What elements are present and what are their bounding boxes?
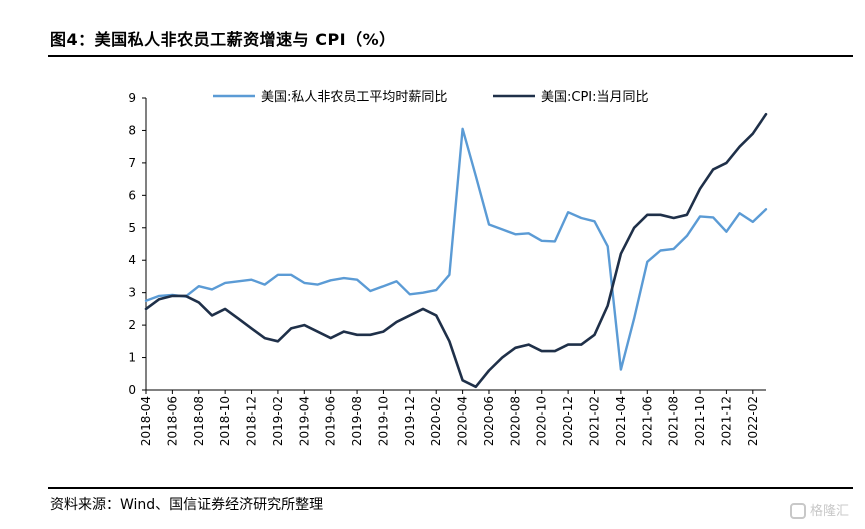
x-tick-label: 2021-06 [640,396,654,446]
y-tick-label: 2 [128,318,136,332]
x-tick-label: 2020-06 [482,396,496,446]
x-tick-label: 2018-10 [218,396,232,446]
x-tick-label: 2021-02 [588,396,602,446]
x-tick-label: 2018-08 [192,396,206,446]
y-tick-label: 7 [128,156,136,170]
watermark-text: 格隆汇 [810,504,850,519]
title-rule [48,55,853,57]
x-tick-label: 2020-10 [535,396,549,446]
watermark: 格隆汇 [790,500,849,519]
x-tick-label: 2019-08 [350,396,364,446]
x-tick-label: 2019-04 [297,396,311,446]
x-tick-label: 2021-10 [693,396,707,446]
x-tick-label: 2019-06 [324,396,338,446]
x-tick-label: 2021-12 [719,396,733,446]
x-tick-label: 2019-10 [376,396,390,446]
figure-title: 图4：美国私人非农员工薪资增速与 CPI（%） [50,30,396,49]
legend-label-2: 美国:CPI:当月同比 [541,90,649,105]
x-tick-label: 2020-02 [429,396,443,446]
y-tick-label: 4 [128,253,136,267]
source-note: 资料来源：Wind、国信证券经济研究所整理 [50,497,324,513]
y-tick-label: 3 [128,286,136,300]
x-tick-label: 2020-12 [561,396,575,446]
x-tick-label: 2019-12 [403,396,417,446]
y-tick-label: 8 [128,123,136,137]
y-tick-label: 9 [128,91,136,105]
y-tick-label: 5 [128,221,136,235]
x-tick-label: 2020-08 [508,396,522,446]
y-tick-label: 1 [128,351,136,365]
x-tick-label: 2018-04 [139,396,153,446]
x-tick-label: 2020-04 [456,396,470,446]
x-tick-label: 2019-02 [271,396,285,446]
x-tick-label: 2022-02 [746,396,760,446]
legend-label-1: 美国:私人非农员工平均时薪同比 [261,90,447,105]
series-line-2 [144,112,768,389]
source-rule [48,487,853,489]
x-tick-label: 2021-04 [614,396,628,446]
series-line-1 [144,127,768,371]
x-tick-label: 2018-12 [245,396,259,446]
watermark-logo-icon [790,503,806,519]
plot-area: 0 1 2 3 4 5 6 7 8 9 2018-04 2018-06 2018-08 2018-10 20… [128,90,768,446]
y-tick-label: 0 [128,383,136,397]
y-tick-label: 6 [128,188,136,202]
x-tick-label: 2018-06 [165,396,179,446]
x-tick-label: 2021-08 [667,396,681,446]
